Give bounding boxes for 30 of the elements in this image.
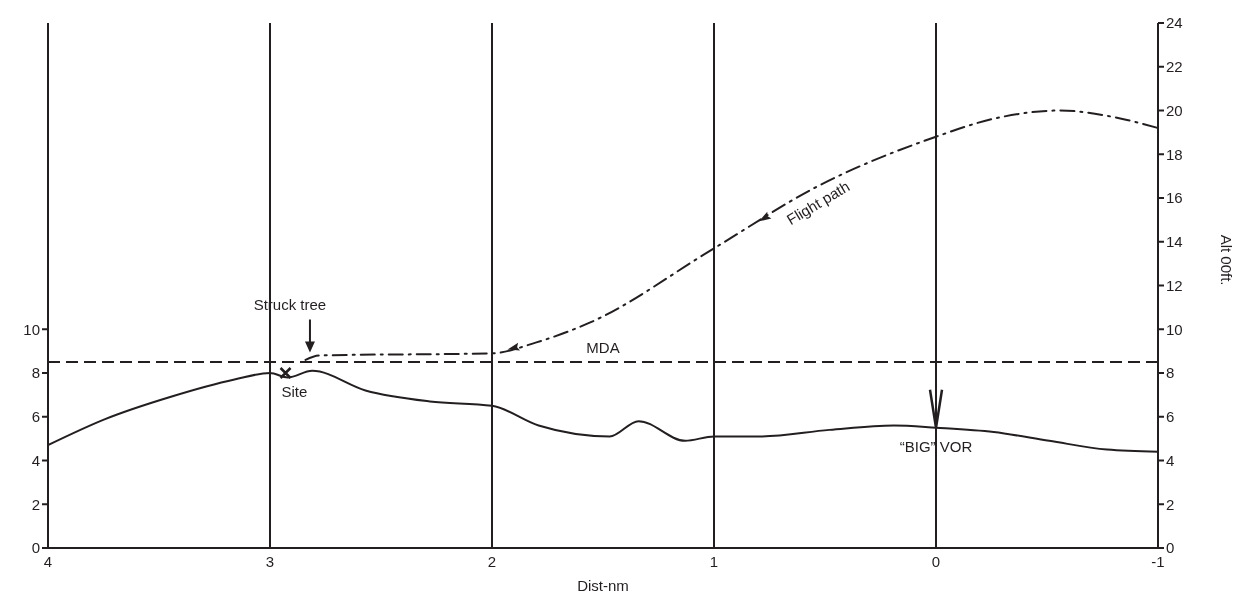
y2-tick-label: 18: [1166, 145, 1183, 163]
annotation: “BIG” VOR: [899, 437, 973, 455]
y-tick-label: 2: [31, 495, 40, 513]
x-tick-label: -1: [1151, 552, 1165, 570]
y2-tick-label: 6: [1166, 408, 1175, 426]
y2-tick-label: 22: [1166, 58, 1183, 76]
x-tick-label: 4: [43, 552, 53, 570]
x-tick-label: 0: [931, 552, 941, 570]
y2-tick-label: 14: [1166, 233, 1183, 251]
x-tick-label: 2: [487, 552, 497, 570]
y-tick-label: 4: [31, 451, 40, 469]
y2-tick-label: 10: [1166, 320, 1183, 338]
x-tick-label: 1: [709, 552, 719, 570]
y2-tick-label: 24: [1166, 14, 1183, 32]
annotation: Site: [281, 383, 308, 400]
ref-line-label: MDA: [586, 338, 620, 356]
x-axis-title: Dist-nm: [577, 577, 629, 594]
y-tick-label: 0: [31, 539, 40, 557]
y2-axis-title: Alt 00ft.: [1217, 234, 1235, 286]
y2-tick-label: 8: [1166, 364, 1175, 382]
y2-tick-label: 20: [1166, 101, 1183, 119]
y2-tick-label: 16: [1166, 189, 1183, 207]
y2-tick-label: 0: [1166, 539, 1175, 557]
x-tick-label: 3: [265, 552, 275, 570]
y-tick-label: 6: [31, 408, 40, 426]
y2-tick-label: 4: [1166, 451, 1175, 469]
y-tick-label: 8: [31, 364, 40, 382]
y2-tick-label: 12: [1166, 276, 1183, 294]
y2-tick-label: 2: [1166, 495, 1175, 513]
y-tick-label: 10: [23, 320, 40, 338]
